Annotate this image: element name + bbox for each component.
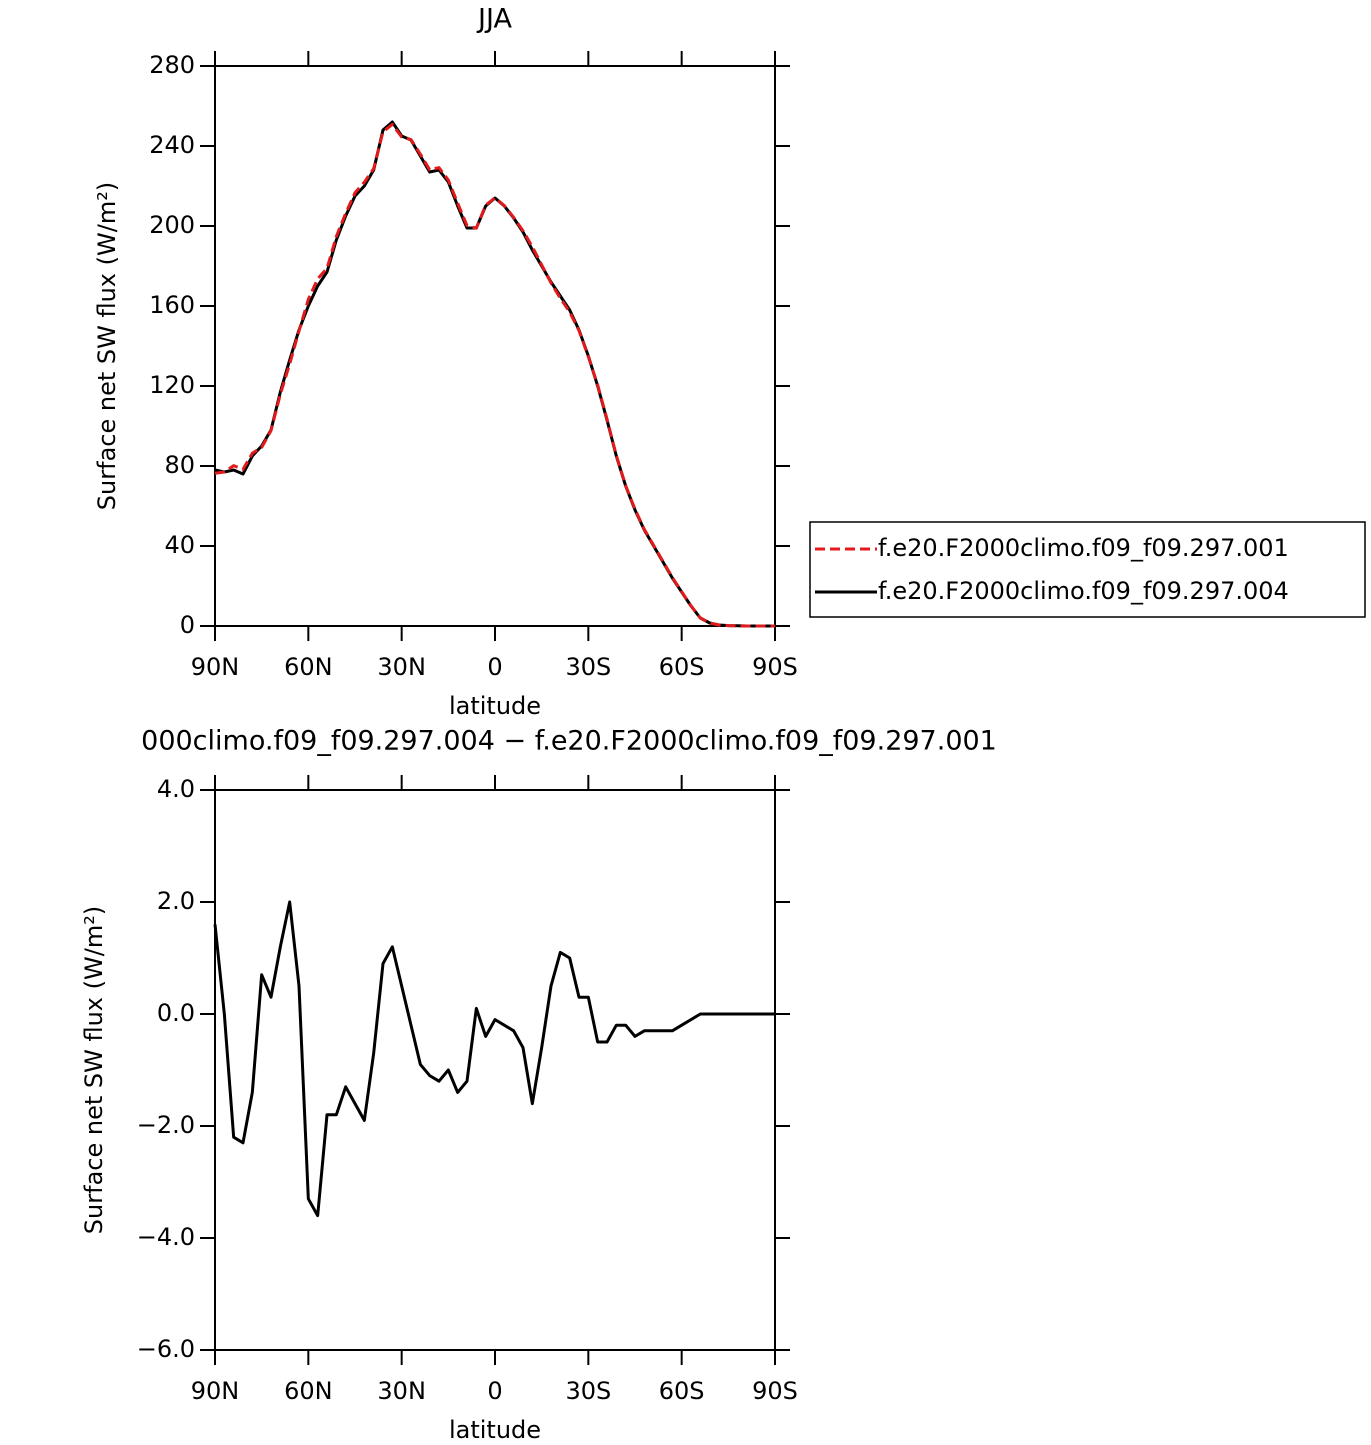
plot-frame <box>214 789 776 1351</box>
y-tick-label: 120 <box>149 371 195 399</box>
x-tick-label: 30S <box>565 1377 611 1405</box>
chart-title: JJA <box>476 4 512 35</box>
y-tick-label: 40 <box>164 531 195 559</box>
x-tick-label: 90S <box>752 1377 798 1405</box>
y-tick-label: 240 <box>149 131 195 159</box>
x-tick-label: 30N <box>377 653 426 681</box>
y-tick-label: 200 <box>149 211 195 239</box>
y-tick-label: 0 <box>180 611 195 639</box>
data-line <box>214 122 775 628</box>
legend-label: f.e20.F2000climo.f09_f09.297.001 <box>878 534 1289 562</box>
y-tick-label: −4.0 <box>137 1223 195 1251</box>
y-tick-label: 2.0 <box>157 887 195 915</box>
legend-box <box>809 521 1366 618</box>
x-tick-label: 90S <box>752 653 798 681</box>
x-tick-label: 60S <box>659 653 705 681</box>
x-tick-label: 90N <box>191 1377 240 1405</box>
x-tick-label: 30N <box>377 1377 426 1405</box>
y-tick-label: 280 <box>149 51 195 79</box>
chart-title: 000climo.f09_f09.297.004 − f.e20.F2000cl… <box>141 726 997 757</box>
x-tick-label: 60S <box>659 1377 705 1405</box>
y-tick-label: 0.0 <box>157 999 195 1027</box>
data-line <box>214 120 775 628</box>
x-tick-label: 30S <box>565 653 611 681</box>
x-tick-label: 0 <box>487 653 502 681</box>
y-tick-label: −2.0 <box>137 1111 195 1139</box>
legend-label: f.e20.F2000climo.f09_f09.297.004 <box>878 577 1289 605</box>
y-axis-label: Surface net SW flux (W/m²) <box>93 182 121 510</box>
plot-frame <box>214 65 776 627</box>
x-tick-label: 60N <box>284 653 333 681</box>
y-tick-label: 80 <box>164 451 195 479</box>
y-tick-label: 160 <box>149 291 195 319</box>
y-axis-label: Surface net SW flux (W/m²) <box>80 906 108 1234</box>
x-tick-label: 60N <box>284 1377 333 1405</box>
y-tick-label: −6.0 <box>137 1335 195 1363</box>
x-axis-label: latitude <box>449 692 541 720</box>
data-line <box>213 900 775 1218</box>
x-tick-label: 0 <box>487 1377 502 1405</box>
x-tick-label: 90N <box>191 653 240 681</box>
y-tick-label: 4.0 <box>157 775 195 803</box>
x-axis-label: latitude <box>449 1416 541 1444</box>
